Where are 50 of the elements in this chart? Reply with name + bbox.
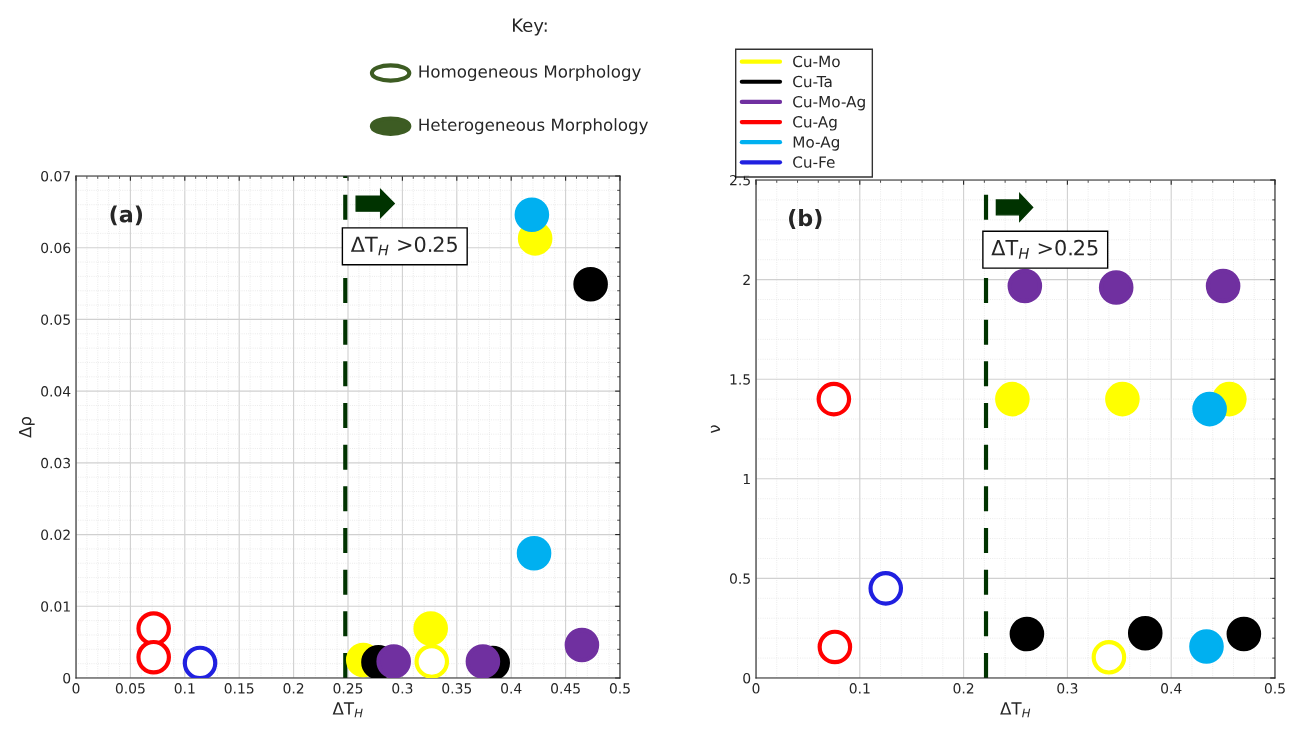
x-tick-label: 0.4 [501,683,522,694]
y-tick-label: 0.01 [41,601,70,612]
x-tick-label: 0.4 [1161,683,1182,694]
y-axis-title: ν [710,425,721,434]
ref-line-label: ΔT$_{H}$ >0.25 [991,239,1098,259]
y-tick-label: 1 [743,473,750,485]
x-tick-label: 0 [752,683,760,694]
x-tick-label: 0 [72,683,80,694]
annotation: (a) [110,205,143,226]
y-axis-title: Δρ [19,416,35,438]
x-tick-label: 0.1 [849,683,870,694]
y-tick-label: 0.02 [41,529,70,541]
x-tick-label: 0.1 [174,683,195,694]
x-tick-label: 0.3 [1057,683,1078,694]
x-tick-label: 0.15 [224,683,254,694]
x-tick-label: 0.05 [115,683,145,694]
x-tick-label: 0.2 [283,683,304,694]
x-tick-label: 0.5 [1264,683,1285,694]
x-tick-label: 0.3 [392,683,413,694]
y-tick-label: 2.5 [730,174,750,186]
annotation: (b) [789,209,822,229]
legend-label: Cu-Fe [793,156,835,168]
y-tick-label: 0 [743,672,751,684]
legend-label: Cu-Ta [793,75,832,88]
legend-label: Cu-Ag [793,116,837,131]
y-tick-label: 0.07 [41,170,70,182]
y-tick-label: 1.5 [730,374,750,385]
legend-label: Cu-Mo [793,55,840,68]
x-tick-label: 0.2 [953,683,974,694]
text: Key: [513,18,547,36]
x-tick-label: 0.45 [551,683,580,694]
x-axis-title: ΔT$_{H}$ [1000,702,1031,718]
y-tick-label: 0.06 [41,242,71,254]
y-tick-label: 0.03 [41,457,71,469]
x-tick-label: 0.25 [333,683,363,694]
y-tick-label: 0 [63,672,71,684]
y-tick-label: 0.05 [41,314,70,325]
legend-label: Mo-Ag [793,136,839,151]
point [182,645,218,678]
x-tick-label: 0.5 [609,683,630,694]
y-tick-label: 0.5 [729,573,750,584]
ref-line-label: ΔT$_{H}$ >0.25 [350,236,457,256]
point [868,571,904,606]
legend-label: Cu-Mo-Ag [793,95,865,111]
y-tick-label: 2 [743,274,750,285]
text: Heterogeneous Morphology [419,118,648,135]
x-tick-label: 0.35 [442,683,472,694]
y-tick-label: 0.04 [41,386,71,397]
text: Homogeneous Morphology [419,64,641,82]
x-axis-title: ΔT$_{H}$ [332,702,363,718]
